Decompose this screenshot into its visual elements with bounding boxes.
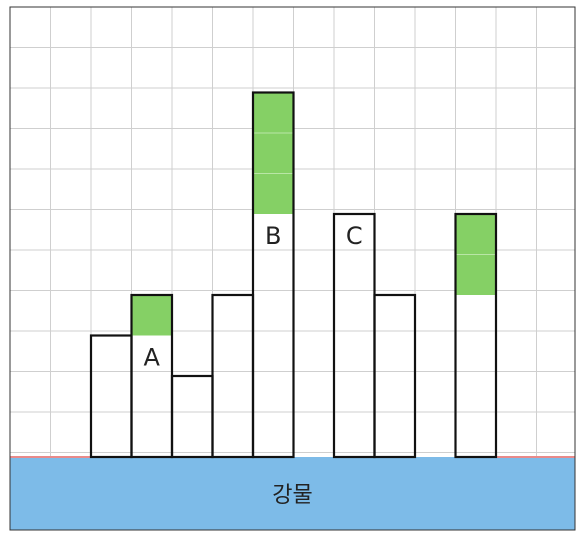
green-cell (131, 295, 172, 336)
green-cell (455, 214, 496, 255)
green-cell (253, 173, 294, 214)
river-area (10, 457, 575, 530)
green-cell (253, 133, 294, 174)
diagram-frame (9, 6, 576, 531)
block-column (170, 374, 214, 459)
block-column (454, 212, 498, 459)
green-cell (455, 254, 496, 295)
block-column (251, 91, 295, 459)
river-label: 강물 (272, 483, 312, 508)
block-labels: A B C (144, 222, 363, 372)
block-column (373, 293, 417, 459)
block-label-a: A (144, 344, 161, 372)
block-label-c: C (346, 222, 363, 250)
block-label-b: B (265, 222, 281, 250)
block-column (89, 334, 133, 459)
block-column (211, 293, 255, 459)
green-cell (253, 92, 294, 133)
block-columns (89, 91, 498, 459)
